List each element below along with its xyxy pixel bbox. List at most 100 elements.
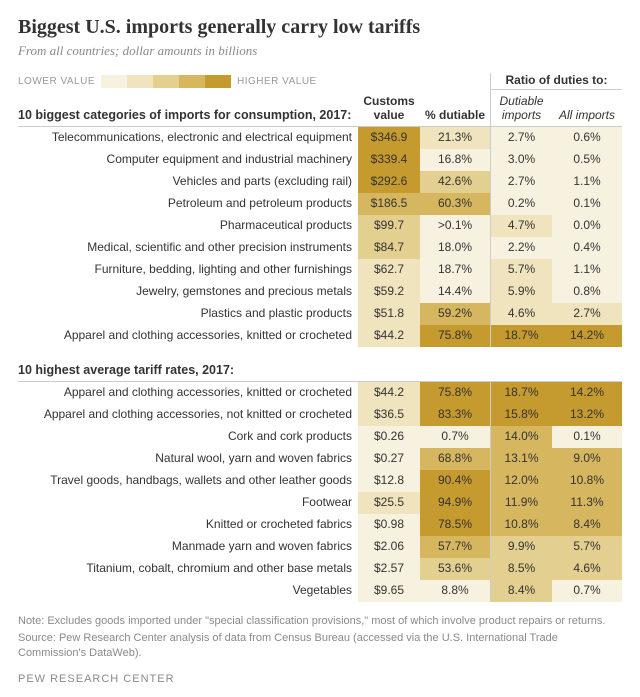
- cell: 2.7%: [490, 127, 552, 149]
- cell: 2.7%: [490, 171, 552, 193]
- cell: 8.5%: [490, 558, 552, 580]
- table-row: Vegetables$9.658.8%8.4%0.7%: [18, 580, 622, 602]
- row-label: Knitted or crocheted fabrics: [18, 514, 358, 536]
- cell: $84.7: [358, 237, 420, 259]
- cell: 94.9%: [420, 492, 490, 514]
- cell: $12.8: [358, 470, 420, 492]
- cell: $25.5: [358, 492, 420, 514]
- legend-swatch: [127, 75, 153, 88]
- legend-swatch: [101, 75, 127, 88]
- cell: >0.1%: [420, 215, 490, 237]
- cell: 90.4%: [420, 470, 490, 492]
- row-label: Cork and cork products: [18, 426, 358, 448]
- cell: $0.98: [358, 514, 420, 536]
- row-label: Natural wool, yarn and woven fabrics: [18, 448, 358, 470]
- col-ratio2-header: All imports: [552, 106, 622, 126]
- table-row: Computer equipment and industrial machin…: [18, 149, 622, 171]
- table-row: Medical, scientific and other precision …: [18, 237, 622, 259]
- table-row: Apparel and clothing accessories, knitte…: [18, 382, 622, 404]
- cell: 5.7%: [552, 536, 622, 558]
- row-label: Travel goods, handbags, wallets and othe…: [18, 470, 358, 492]
- legend-swatch: [205, 75, 231, 88]
- cell: 68.8%: [420, 448, 490, 470]
- cell: 75.8%: [420, 382, 490, 404]
- cell: 3.0%: [490, 149, 552, 171]
- cell: 13.2%: [552, 404, 622, 426]
- row-label: Pharmaceutical products: [18, 215, 358, 237]
- cell: 11.9%: [490, 492, 552, 514]
- row-label: Furniture, bedding, lighting and other f…: [18, 259, 358, 281]
- cell: 8.8%: [420, 580, 490, 602]
- cell: $292.6: [358, 171, 420, 193]
- row-label: Titanium, cobalt, chromium and other bas…: [18, 558, 358, 580]
- legend-high-label: HIGHER VALUE: [237, 76, 317, 87]
- cell: 4.7%: [490, 215, 552, 237]
- cell: $44.2: [358, 325, 420, 347]
- table-row: Knitted or crocheted fabrics$0.9878.5%10…: [18, 514, 622, 536]
- cell: 0.1%: [552, 426, 622, 448]
- table-row: Natural wool, yarn and woven fabrics$0.2…: [18, 448, 622, 470]
- cell: 0.2%: [490, 193, 552, 215]
- cell: 9.0%: [552, 448, 622, 470]
- cell: $99.7: [358, 215, 420, 237]
- table-row: Telecommunications, electronic and elect…: [18, 127, 622, 149]
- source-text: Source: Pew Research Center analysis of …: [18, 631, 622, 661]
- cell: $59.2: [358, 281, 420, 303]
- cell: 2.7%: [552, 303, 622, 325]
- chart-title: Biggest U.S. imports generally carry low…: [18, 16, 622, 39]
- legend-swatch: [153, 75, 179, 88]
- row-label: Plastics and plastic products: [18, 303, 358, 325]
- cell: 4.6%: [490, 303, 552, 325]
- cell: $339.4: [358, 149, 420, 171]
- cell: 57.7%: [420, 536, 490, 558]
- table-row: Titanium, cobalt, chromium and other bas…: [18, 558, 622, 580]
- row-label: Medical, scientific and other precision …: [18, 237, 358, 259]
- table-row: Footwear$25.594.9%11.9%11.3%: [18, 492, 622, 514]
- cell: 0.7%: [420, 426, 490, 448]
- cell: 10.8%: [552, 470, 622, 492]
- table-row: Furniture, bedding, lighting and other f…: [18, 259, 622, 281]
- cell: 10.8%: [490, 514, 552, 536]
- cell: 78.5%: [420, 514, 490, 536]
- row-label: Vehicles and parts (excluding rail): [18, 171, 358, 193]
- table-row: Manmade yarn and woven fabrics$2.0657.7%…: [18, 536, 622, 558]
- cell: 15.8%: [490, 404, 552, 426]
- cell: 16.8%: [420, 149, 490, 171]
- cell: 12.0%: [490, 470, 552, 492]
- col-ratio1-header: Dutiable imports: [490, 92, 552, 126]
- cell: 0.8%: [552, 281, 622, 303]
- cell: 42.6%: [420, 171, 490, 193]
- row-label: Vegetables: [18, 580, 358, 602]
- column-headers: 10 biggest categories of imports for con…: [18, 92, 622, 127]
- col-customs-header: Customs value: [358, 92, 420, 126]
- cell: $0.27: [358, 448, 420, 470]
- row-label: Apparel and clothing accessories, not kn…: [18, 404, 358, 426]
- cell: 83.3%: [420, 404, 490, 426]
- cell: $2.57: [358, 558, 420, 580]
- row-label: Computer equipment and industrial machin…: [18, 149, 358, 171]
- table-row: Pharmaceutical products$99.7>0.1%4.7%0.0…: [18, 215, 622, 237]
- cell: 0.1%: [552, 193, 622, 215]
- row-label: Petroleum and petroleum products: [18, 193, 358, 215]
- table-row: Travel goods, handbags, wallets and othe…: [18, 470, 622, 492]
- section1-title: 10 biggest categories of imports for con…: [18, 104, 358, 126]
- cell: 0.4%: [552, 237, 622, 259]
- cell: $9.65: [358, 580, 420, 602]
- cell: 0.6%: [552, 127, 622, 149]
- cell: 14.2%: [552, 382, 622, 404]
- cell: 18.0%: [420, 237, 490, 259]
- cell: 5.9%: [490, 281, 552, 303]
- cell: 14.2%: [552, 325, 622, 347]
- cell: $346.9: [358, 127, 420, 149]
- cell: 0.7%: [552, 580, 622, 602]
- legend: LOWER VALUE HIGHER VALUE: [18, 75, 490, 88]
- cell: 21.3%: [420, 127, 490, 149]
- cell: $44.2: [358, 382, 420, 404]
- legend-swatch: [179, 75, 205, 88]
- cell: $51.8: [358, 303, 420, 325]
- cell: $186.5: [358, 193, 420, 215]
- cell: 2.2%: [490, 237, 552, 259]
- cell: 1.1%: [552, 259, 622, 281]
- row-label: Telecommunications, electronic and elect…: [18, 127, 358, 149]
- section2-title: 10 highest average tariff rates, 2017:: [18, 357, 622, 382]
